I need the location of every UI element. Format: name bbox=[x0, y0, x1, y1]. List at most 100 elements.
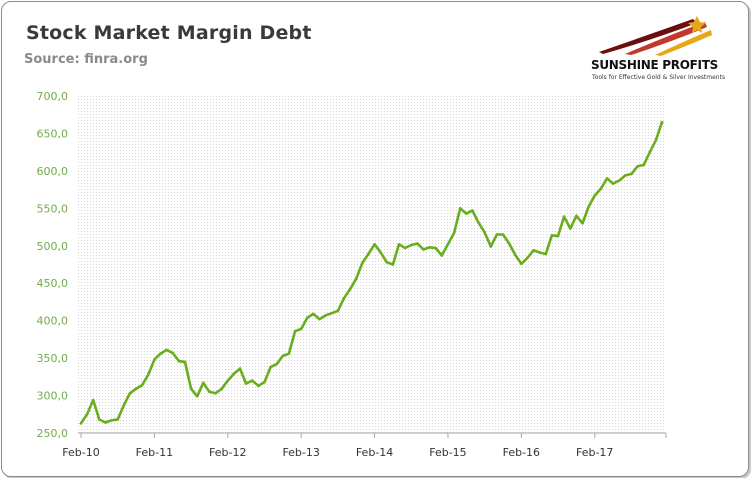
data-point bbox=[214, 392, 217, 395]
data-point bbox=[342, 296, 346, 300]
data-point bbox=[654, 138, 658, 142]
data-point bbox=[544, 252, 548, 256]
plot-area bbox=[78, 96, 666, 434]
data-point bbox=[177, 359, 181, 363]
data-point bbox=[318, 317, 321, 321]
data-point bbox=[611, 182, 615, 185]
data-point bbox=[403, 246, 407, 250]
data-point bbox=[183, 360, 187, 364]
data-point bbox=[624, 174, 627, 177]
data-point bbox=[520, 262, 523, 266]
data-point bbox=[458, 207, 462, 210]
data-point bbox=[464, 212, 468, 215]
data-point bbox=[568, 227, 572, 230]
data-point bbox=[367, 252, 370, 256]
data-point bbox=[409, 243, 413, 247]
data-point bbox=[636, 165, 639, 168]
data-point bbox=[361, 261, 364, 265]
data-point bbox=[79, 421, 83, 425]
data-point bbox=[630, 172, 633, 176]
data-point bbox=[593, 194, 597, 197]
x-tick-label: Feb-17 bbox=[576, 446, 613, 459]
logo-tagline: Tools for Effective Gold & Silver Invest… bbox=[592, 74, 726, 81]
data-point bbox=[483, 230, 486, 234]
data-point bbox=[153, 358, 156, 361]
data-point bbox=[104, 421, 107, 424]
data-point bbox=[354, 277, 358, 281]
data-point bbox=[642, 163, 645, 167]
data-point bbox=[189, 387, 193, 391]
x-tick-label: Feb-13 bbox=[282, 446, 319, 459]
data-point bbox=[513, 253, 517, 257]
x-tick-label: Feb-12 bbox=[209, 446, 246, 459]
data-point bbox=[538, 251, 541, 254]
data-point bbox=[422, 248, 425, 251]
data-point bbox=[110, 418, 113, 422]
data-point bbox=[330, 311, 334, 315]
x-tick-label: Feb-14 bbox=[356, 446, 393, 459]
y-tick-label: 550,0 bbox=[37, 202, 69, 215]
x-tick-label: Feb-11 bbox=[136, 446, 173, 459]
data-point bbox=[250, 379, 254, 382]
y-tick-label: 600,0 bbox=[37, 165, 69, 178]
data-point bbox=[489, 245, 493, 248]
data-point bbox=[385, 260, 389, 264]
x-tick-label: Feb-10 bbox=[62, 446, 99, 459]
data-point bbox=[477, 221, 480, 224]
data-point bbox=[293, 329, 297, 333]
data-point bbox=[495, 233, 499, 236]
x-axis: Feb-10 Feb-11 Feb-12 Feb-13 Feb-14 Feb-15 Feb-… bbox=[62, 433, 667, 459]
data-point bbox=[471, 209, 474, 212]
data-point bbox=[134, 387, 138, 391]
data-point bbox=[336, 309, 340, 313]
data-point bbox=[122, 403, 126, 407]
y-axis: 250,0 300,0 350,0 400,0 450,0 500,0 550,0 600,0… bbox=[37, 90, 69, 440]
x-tick-label: Feb-16 bbox=[503, 446, 540, 459]
data-point bbox=[648, 150, 652, 154]
data-point bbox=[171, 351, 175, 355]
data-point bbox=[263, 380, 266, 384]
data-point bbox=[281, 354, 285, 358]
data-point bbox=[116, 418, 119, 421]
data-point bbox=[312, 312, 315, 316]
data-point bbox=[501, 233, 505, 236]
data-point bbox=[446, 242, 450, 246]
data-point bbox=[532, 248, 535, 252]
data-point bbox=[373, 242, 376, 246]
data-point bbox=[226, 379, 230, 382]
data-point bbox=[159, 352, 162, 355]
x-tick-label: Feb-15 bbox=[429, 446, 466, 459]
data-point bbox=[581, 222, 584, 225]
data-point bbox=[91, 398, 95, 402]
data-point bbox=[550, 233, 554, 237]
data-point bbox=[299, 327, 303, 331]
chart-source: Source: finra.org bbox=[24, 52, 148, 67]
data-point bbox=[526, 256, 529, 260]
data-point bbox=[562, 215, 566, 218]
data-point bbox=[257, 384, 260, 388]
data-point bbox=[140, 383, 144, 387]
data-point bbox=[269, 365, 272, 369]
y-tick-label: 350,0 bbox=[37, 352, 69, 365]
y-tick-label: 500,0 bbox=[37, 240, 69, 253]
data-point bbox=[98, 418, 101, 421]
data-point bbox=[146, 373, 150, 376]
logo-swoosh-icon bbox=[599, 16, 712, 56]
data-point bbox=[348, 287, 352, 291]
y-tick-label: 400,0 bbox=[37, 315, 69, 328]
data-point bbox=[660, 120, 664, 124]
data-point bbox=[575, 214, 578, 218]
chart-title: Stock Market Margin Debt bbox=[26, 22, 312, 44]
data-point bbox=[379, 251, 382, 254]
y-tick-label: 300,0 bbox=[37, 390, 69, 403]
data-point bbox=[507, 242, 511, 245]
y-tick-label: 450,0 bbox=[37, 277, 69, 290]
data-point bbox=[275, 362, 279, 366]
data-point bbox=[587, 205, 590, 209]
data-point bbox=[232, 372, 236, 376]
data-point bbox=[599, 187, 603, 191]
data-point bbox=[220, 387, 223, 391]
data-point bbox=[128, 392, 132, 395]
y-tick-label: 650,0 bbox=[37, 127, 69, 140]
